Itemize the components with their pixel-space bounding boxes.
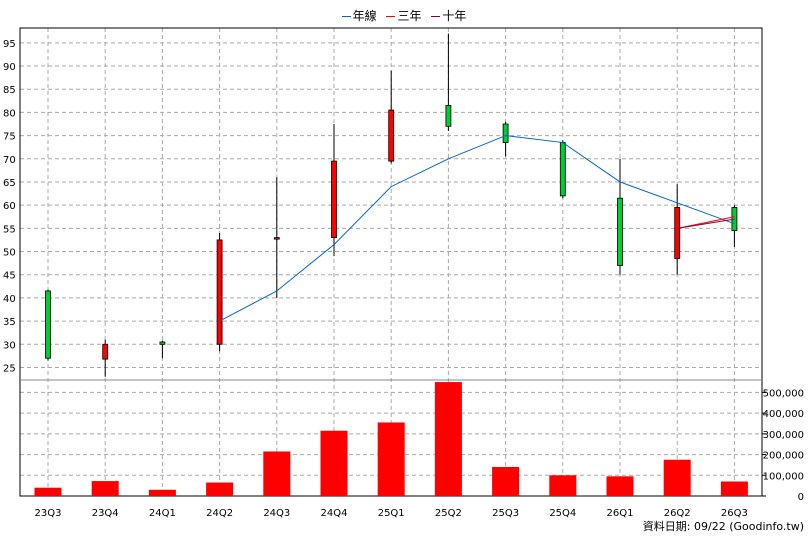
candle-body-up (674, 207, 681, 259)
x-tick-label: 26Q1 (607, 508, 634, 519)
legend-swatch-annual (341, 16, 351, 17)
volume-bar (34, 487, 62, 496)
price-tick-label: 80 (3, 108, 16, 119)
data-date-credit: 資料日期: 09/22 (Goodinfo.tw) (642, 520, 804, 533)
candle-body-down (559, 142, 566, 197)
x-tick-label: 23Q3 (35, 508, 62, 519)
price-tick-label: 65 (3, 178, 16, 189)
chart-legend: 年線 三年 十年 (0, 7, 808, 24)
x-tick-label: 25Q3 (492, 508, 519, 519)
volume-bar (377, 422, 405, 496)
price-tick-label: 70 (3, 155, 16, 166)
volume-bar (549, 475, 577, 496)
price-tick-label: 75 (3, 132, 16, 143)
volume-bar (206, 482, 234, 496)
legend-item-ten-year: 十年 (431, 7, 466, 24)
candle-body-down (45, 290, 51, 359)
volume-tick-label: 300,000 (763, 430, 804, 441)
x-tick-label: 24Q2 (206, 508, 233, 519)
volume-tick-label: 200,000 (763, 451, 804, 462)
legend-label-ten-year: 十年 (442, 9, 467, 23)
volume-tick-label: 100,000 (763, 471, 804, 482)
x-tick-label: 23Q4 (92, 508, 119, 519)
volume-bar (606, 476, 634, 496)
x-tick-label: 25Q1 (378, 508, 405, 519)
candle-body-up (273, 237, 280, 240)
legend-swatch-three-year (386, 16, 396, 17)
moving-average-line (219, 135, 735, 322)
price-tick-label: 45 (3, 271, 16, 282)
x-tick-label: 24Q1 (149, 508, 176, 519)
legend-label-three-year: 三年 (397, 9, 422, 23)
candle-body-down (502, 123, 509, 143)
x-tick-label: 24Q4 (321, 508, 348, 519)
candle-body-up (102, 343, 109, 360)
volume-tick-label: 400,000 (763, 409, 804, 420)
candle-body-up (331, 160, 337, 239)
x-tick-label: 24Q3 (263, 508, 290, 519)
price-tick-label: 60 (3, 201, 16, 212)
candle-body-up (388, 109, 395, 162)
candle-body-down (159, 341, 166, 345)
legend-swatch-ten-year (431, 16, 441, 17)
candle-body-up (216, 239, 223, 345)
price-tick-label: 55 (3, 224, 16, 235)
x-tick-label: 26Q2 (664, 508, 691, 519)
price-tick-label: 85 (3, 85, 16, 96)
x-tick-label: 26Q3 (721, 508, 748, 519)
candle-body-down (617, 197, 623, 266)
legend-item-three-year: 三年 (386, 7, 422, 24)
x-tick-label: 25Q2 (435, 508, 462, 519)
moving-average-line (677, 218, 735, 229)
volume-bar (492, 467, 520, 496)
price-tick-label: 50 (3, 248, 16, 259)
price-tick-label: 30 (3, 340, 16, 351)
price-tick-label: 35 (3, 317, 16, 328)
volume-bar (434, 382, 462, 496)
x-tick-label: 25Q4 (549, 508, 576, 519)
volume-bar (320, 430, 348, 496)
legend-item-annual-line: 年線 (341, 7, 377, 24)
legend-label-annual: 年線 (352, 9, 377, 23)
price-tick-label: 90 (3, 62, 16, 73)
volume-bar (91, 481, 119, 496)
price-tick-label: 95 (3, 39, 16, 50)
price-tick-label: 40 (3, 294, 16, 305)
price-tick-label: 25 (3, 363, 16, 374)
volume-bar (663, 459, 691, 496)
volume-bar (263, 451, 291, 496)
volume-tick-label: 500,000 (763, 388, 804, 399)
volume-tick-label: 0 (798, 492, 804, 503)
candle-body-down (445, 105, 452, 127)
volume-bar (148, 489, 176, 496)
volume-bar (720, 481, 748, 496)
